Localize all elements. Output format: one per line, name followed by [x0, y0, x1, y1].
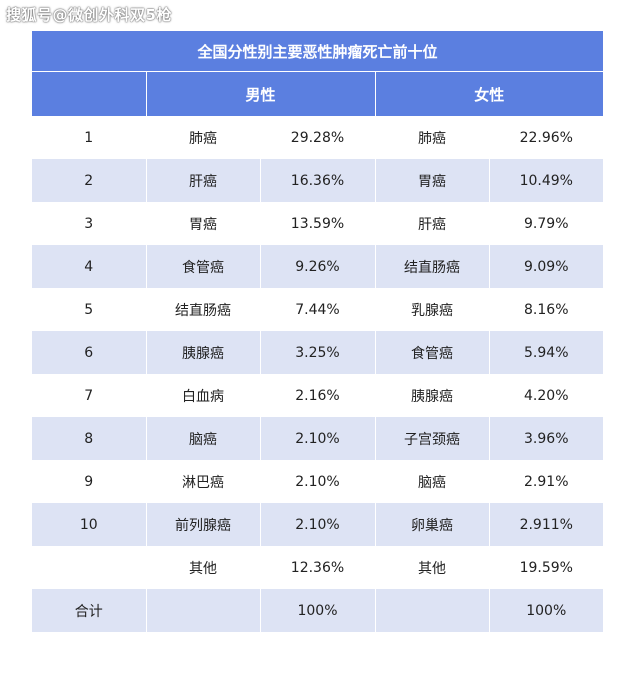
- male-percentage: 29.28%: [260, 116, 376, 159]
- male-percentage: 13.59%: [260, 202, 376, 245]
- female-percentage: 2.91%: [489, 460, 604, 503]
- male-percentage: 7.44%: [260, 288, 376, 331]
- total-row: 合计 100% 100%: [32, 589, 604, 632]
- table-row: 2 肝癌 16.36% 胃癌 10.49%: [32, 159, 604, 202]
- female-cancer-name: 乳腺癌: [375, 288, 490, 331]
- male-cancer-name: 脑癌: [146, 417, 261, 460]
- total-label: 合计: [32, 589, 147, 632]
- female-cancer-name: 肺癌: [375, 116, 490, 159]
- mortality-table: 全国分性别主要恶性肿瘤死亡前十位 男性 女性 1 肺癌 29.28% 肺癌 22.96%…: [32, 31, 604, 632]
- male-cancer-name: 其他: [146, 546, 261, 589]
- table-row: 其他 12.36% 其他 19.59%: [32, 546, 604, 589]
- row-rank: 9: [32, 460, 147, 503]
- female-cancer-name: 胰腺癌: [375, 374, 490, 417]
- total-female-pct: 100%: [489, 589, 604, 632]
- male-percentage: 12.36%: [260, 546, 376, 589]
- female-cancer-name: 食管癌: [375, 331, 490, 374]
- table-row: 9 淋巴癌 2.10% 脑癌 2.91%: [32, 460, 604, 503]
- male-percentage: 2.10%: [260, 503, 376, 546]
- row-rank: 10: [32, 503, 147, 546]
- total-female-name: [375, 589, 490, 632]
- row-rank: 5: [32, 288, 147, 331]
- table-title: 全国分性别主要恶性肿瘤死亡前十位: [32, 31, 604, 72]
- row-rank: 4: [32, 245, 147, 288]
- female-cancer-name: 肝癌: [375, 202, 490, 245]
- male-cancer-name: 食管癌: [146, 245, 261, 288]
- total-male-pct: 100%: [260, 589, 376, 632]
- male-cancer-name: 肝癌: [146, 159, 261, 202]
- watermark: 搜狐号@微创外科双5枪: [6, 6, 172, 24]
- female-percentage: 5.94%: [489, 331, 604, 374]
- table-title-row: 全国分性别主要恶性肿瘤死亡前十位: [32, 31, 604, 72]
- female-percentage: 9.79%: [489, 202, 604, 245]
- male-percentage: 2.16%: [260, 374, 376, 417]
- table-row: 8 脑癌 2.10% 子宫颈癌 3.96%: [32, 417, 604, 460]
- female-percentage: 8.16%: [489, 288, 604, 331]
- table-row: 5 结直肠癌 7.44% 乳腺癌 8.16%: [32, 288, 604, 331]
- row-rank: 3: [32, 202, 147, 245]
- female-cancer-name: 结直肠癌: [375, 245, 490, 288]
- row-rank: [32, 546, 147, 589]
- male-percentage: 2.10%: [260, 460, 376, 503]
- female-cancer-name: 胃癌: [375, 159, 490, 202]
- male-cancer-name: 结直肠癌: [146, 288, 261, 331]
- female-cancer-name: 其他: [375, 546, 490, 589]
- table-header-row: 男性 女性: [32, 71, 604, 116]
- row-rank: 2: [32, 159, 147, 202]
- female-cancer-name: 子宫颈癌: [375, 417, 490, 460]
- female-percentage: 3.96%: [489, 417, 604, 460]
- table-row: 6 胰腺癌 3.25% 食管癌 5.94%: [32, 331, 604, 374]
- header-male: 男性: [146, 71, 376, 116]
- table-row: 3 胃癌 13.59% 肝癌 9.79%: [32, 202, 604, 245]
- row-rank: 1: [32, 116, 147, 159]
- female-cancer-name: 卵巢癌: [375, 503, 490, 546]
- male-percentage: 3.25%: [260, 331, 376, 374]
- female-percentage: 10.49%: [489, 159, 604, 202]
- row-rank: 8: [32, 417, 147, 460]
- male-cancer-name: 胃癌: [146, 202, 261, 245]
- female-percentage: 4.20%: [489, 374, 604, 417]
- male-percentage: 16.36%: [260, 159, 376, 202]
- male-cancer-name: 肺癌: [146, 116, 261, 159]
- table-row: 10 前列腺癌 2.10% 卵巢癌 2.911%: [32, 503, 604, 546]
- header-female: 女性: [375, 71, 604, 116]
- female-percentage: 9.09%: [489, 245, 604, 288]
- male-percentage: 9.26%: [260, 245, 376, 288]
- female-percentage: 22.96%: [489, 116, 604, 159]
- total-male-name: [146, 589, 261, 632]
- table-row: 1 肺癌 29.28% 肺癌 22.96%: [32, 116, 604, 159]
- row-rank: 6: [32, 331, 147, 374]
- male-cancer-name: 白血病: [146, 374, 261, 417]
- male-cancer-name: 前列腺癌: [146, 503, 261, 546]
- female-percentage: 2.911%: [489, 503, 604, 546]
- row-rank: 7: [32, 374, 147, 417]
- female-cancer-name: 脑癌: [375, 460, 490, 503]
- table-row: 4 食管癌 9.26% 结直肠癌 9.09%: [32, 245, 604, 288]
- female-percentage: 19.59%: [489, 546, 604, 589]
- header-rank: [32, 71, 147, 116]
- table-row: 7 白血病 2.16% 胰腺癌 4.20%: [32, 374, 604, 417]
- male-percentage: 2.10%: [260, 417, 376, 460]
- male-cancer-name: 胰腺癌: [146, 331, 261, 374]
- male-cancer-name: 淋巴癌: [146, 460, 261, 503]
